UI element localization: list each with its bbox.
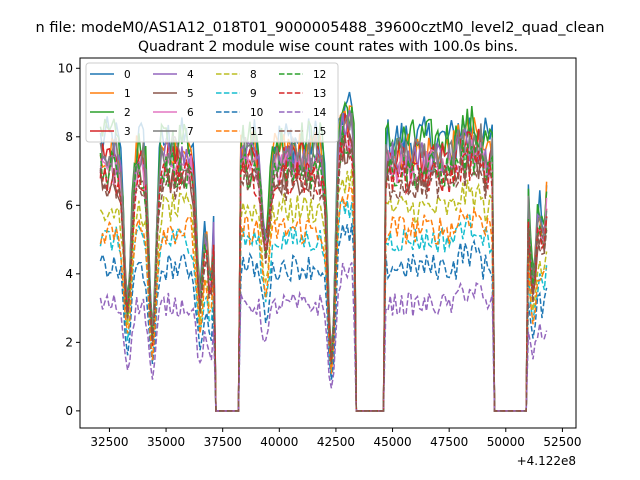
x-tick-label: 32500: [90, 435, 128, 449]
x-tick-label: 35000: [147, 435, 185, 449]
x-tick-label: 50000: [487, 435, 525, 449]
y-tick-label: 10: [58, 61, 73, 75]
legend-label: 13: [313, 88, 326, 100]
series-line-15: [99, 137, 548, 412]
legend-label: 11: [250, 126, 263, 138]
x-tick-label: 37500: [204, 435, 242, 449]
x-tick-label: 45000: [373, 435, 411, 449]
legend-label: 4: [187, 69, 194, 81]
x-tick-label: 47500: [430, 435, 468, 449]
x-axis-ticks: 32500 35000 37500 40000 42500 45000 47500 50000…: [90, 428, 582, 449]
legend-label: 5: [187, 88, 194, 100]
legend-label: 0: [124, 69, 131, 81]
series-line-10: [99, 223, 548, 412]
series-line-9: [99, 197, 548, 412]
y-tick-label: 8: [65, 130, 73, 144]
legend-label: 12: [313, 69, 326, 81]
x-tick-label: 42500: [317, 435, 355, 449]
legend-label: 7: [187, 126, 194, 138]
x-tick-label: 40000: [260, 435, 298, 449]
series-line-13: [99, 131, 548, 412]
x-tick-label: 52500: [543, 435, 581, 449]
series-line-11: [99, 184, 548, 412]
figure-suptitle: n file: modeM0/AS1A12_018T01_9000005488_…: [36, 20, 605, 36]
legend-label: 8: [250, 69, 257, 81]
legend-label: 6: [187, 107, 194, 119]
plot-lines: [99, 91, 548, 412]
y-tick-label: 6: [65, 198, 73, 212]
series-line-8: [99, 169, 548, 412]
y-tick-label: 2: [65, 335, 73, 349]
chart-title: Quadrant 2 module wise count rates with …: [138, 39, 518, 55]
legend-label: 1: [124, 88, 131, 100]
legend-box: [85, 62, 339, 143]
plot-frame: [79, 57, 577, 429]
y-tick-label: 4: [65, 267, 73, 281]
legend-label: 3: [124, 126, 131, 138]
legend-label: 9: [250, 88, 257, 100]
legend-label: 10: [250, 107, 263, 119]
y-tick-label: 0: [65, 404, 73, 418]
series-line-14: [99, 262, 548, 412]
legend-label: 15: [313, 126, 326, 138]
y-axis-ticks: 0 2 4 6 8 10: [58, 61, 80, 418]
legend-label: 14: [313, 107, 327, 119]
legend-label: 2: [124, 107, 131, 119]
x-axis-offset-label: +4.122e8: [517, 454, 576, 468]
